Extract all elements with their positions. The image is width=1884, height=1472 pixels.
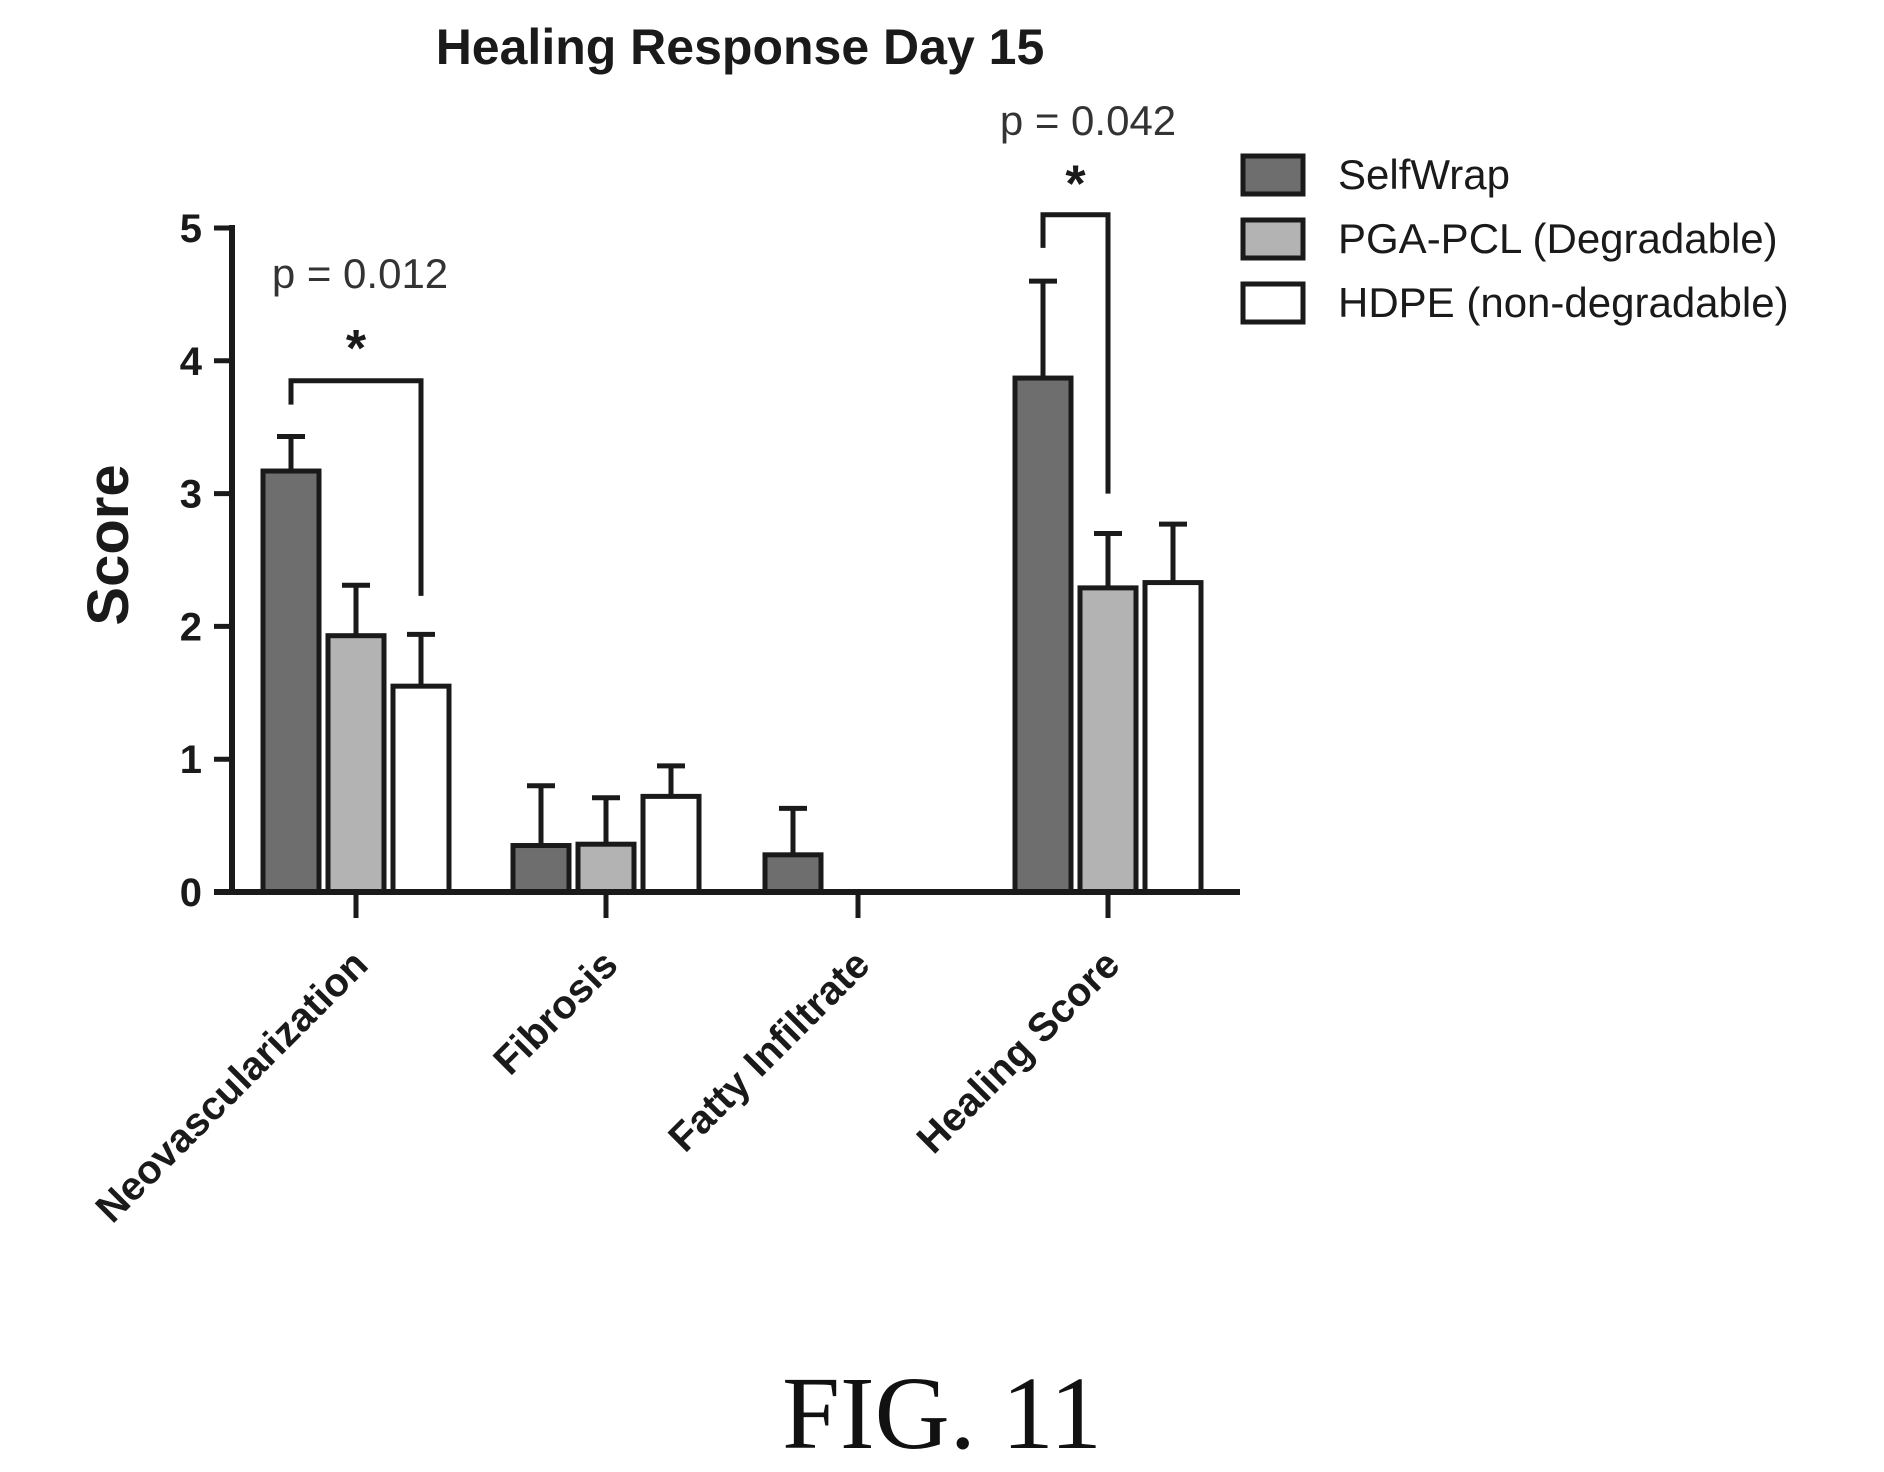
p-value-label: p = 0.042: [1000, 97, 1176, 144]
category-label: Fibrosis: [485, 942, 626, 1083]
y-axis: 0 1 2 3 4 5: [180, 207, 232, 915]
category-label: Fatty Infiltrate: [660, 942, 878, 1160]
significance-star: *: [1065, 155, 1086, 213]
legend-swatch: [1240, 217, 1306, 261]
y-tick-label: 1: [180, 738, 202, 782]
bar: [1077, 585, 1139, 895]
bar: [325, 633, 387, 895]
category-label: Neovascularization: [87, 942, 376, 1231]
bar: [575, 841, 637, 895]
category-label: Healing Score: [909, 942, 1129, 1162]
bar: [510, 843, 572, 895]
bar: [260, 468, 322, 895]
legend-label: SelfWrap: [1338, 151, 1510, 198]
axes: [214, 225, 1240, 918]
significance-star: *: [346, 320, 367, 378]
y-axis-label: Score: [76, 464, 141, 625]
bar: [640, 793, 702, 895]
chart-title: Healing Response Day 15: [436, 19, 1045, 75]
bars-group: [260, 278, 1204, 895]
significance-bracket: [1040, 212, 1111, 494]
y-tick-label: 0: [180, 871, 202, 915]
legend-swatch: [1240, 153, 1306, 197]
significance-annotations: * p = 0.012 * p = 0.042: [272, 97, 1176, 596]
bar: [390, 683, 452, 895]
legend-label: PGA-PCL (Degradable): [1338, 215, 1778, 262]
y-tick-label: 3: [180, 473, 202, 517]
category-labels: Neovascularization Fibrosis Fatty Infiltra…: [87, 942, 1128, 1231]
bar: [1012, 375, 1074, 895]
y-tick-label: 5: [180, 207, 202, 251]
y-tick-label: 2: [180, 605, 202, 649]
significance-bracket: [288, 378, 424, 596]
legend: SelfWrap PGA-PCL (Degradable) HDPE (non-de…: [1240, 151, 1789, 326]
figure-caption: FIG. 11: [782, 1356, 1102, 1471]
legend-swatch: [1240, 281, 1306, 325]
legend-label: HDPE (non-degradable): [1338, 279, 1789, 326]
y-tick-label: 4: [180, 340, 203, 384]
p-value-label: p = 0.012: [272, 250, 448, 297]
bar: [1142, 580, 1204, 895]
bar: [762, 852, 824, 895]
